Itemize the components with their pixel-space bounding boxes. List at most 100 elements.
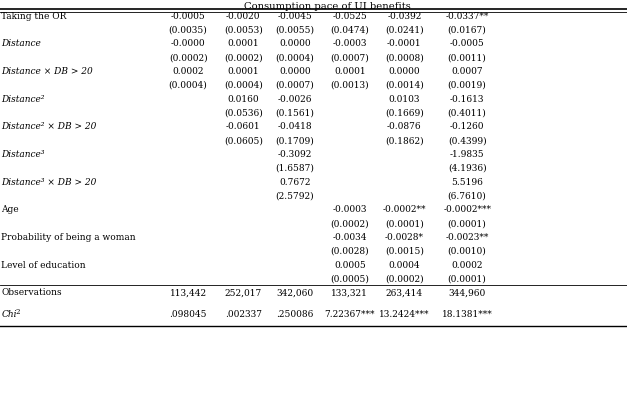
Text: (0.0028): (0.0028): [330, 247, 369, 256]
Text: Distance × DB > 20: Distance × DB > 20: [1, 67, 93, 76]
Text: 0.0005: 0.0005: [334, 261, 366, 270]
Text: -0.0000: -0.0000: [171, 39, 206, 48]
Text: (0.0605): (0.0605): [224, 136, 263, 145]
Text: Probability of being a woman: Probability of being a woman: [1, 233, 136, 242]
Text: (0.0007): (0.0007): [330, 53, 369, 62]
Text: (0.4399): (0.4399): [448, 136, 487, 145]
Text: (0.1669): (0.1669): [385, 109, 424, 118]
Text: Consumption pace of UI benefits: Consumption pace of UI benefits: [245, 2, 411, 11]
Text: -0.1613: -0.1613: [450, 95, 485, 104]
Text: 0.0000: 0.0000: [389, 67, 420, 76]
Text: (0.0002): (0.0002): [169, 53, 208, 62]
Text: (0.0005): (0.0005): [330, 275, 369, 284]
Text: (0.0004): (0.0004): [224, 81, 263, 90]
Text: -0.1260: -0.1260: [450, 122, 485, 131]
Text: (0.1862): (0.1862): [385, 136, 424, 145]
Text: (0.0004): (0.0004): [169, 81, 208, 90]
Text: (0.0015): (0.0015): [385, 247, 424, 256]
Text: Chi: Chi: [1, 310, 17, 319]
Text: 5.5196: 5.5196: [451, 178, 483, 187]
Text: -0.0005: -0.0005: [171, 12, 206, 21]
Text: (0.0014): (0.0014): [385, 81, 424, 90]
Text: 0.7672: 0.7672: [279, 178, 310, 187]
Text: -0.0525: -0.0525: [332, 12, 367, 21]
Text: -0.0045: -0.0045: [277, 12, 312, 21]
Text: 0.0160: 0.0160: [228, 95, 259, 104]
Text: (4.1936): (4.1936): [448, 164, 487, 173]
Text: (0.0007): (0.0007): [275, 81, 314, 90]
Text: -0.0034: -0.0034: [332, 233, 367, 242]
Text: (0.1709): (0.1709): [275, 136, 314, 145]
Text: Level of education: Level of education: [1, 261, 86, 270]
Text: .098045: .098045: [169, 310, 207, 319]
Text: -0.0392: -0.0392: [387, 12, 421, 21]
Text: (0.0053): (0.0053): [224, 26, 263, 35]
Text: (0.0013): (0.0013): [330, 81, 369, 90]
Text: 13.2424***: 13.2424***: [379, 310, 429, 319]
Text: 2: 2: [15, 308, 19, 316]
Text: -0.0876: -0.0876: [387, 122, 422, 131]
Text: 0.0001: 0.0001: [228, 39, 259, 48]
Text: Observations: Observations: [1, 288, 62, 297]
Text: Taking the OR: Taking the OR: [1, 12, 66, 21]
Text: 342,060: 342,060: [276, 288, 314, 297]
Text: 263,414: 263,414: [386, 288, 423, 297]
Text: -0.0337**: -0.0337**: [445, 12, 489, 21]
Text: -0.0005: -0.0005: [450, 39, 485, 48]
Text: (0.0167): (0.0167): [448, 26, 487, 35]
Text: (0.0002): (0.0002): [330, 219, 369, 228]
Text: (0.0001): (0.0001): [448, 219, 487, 228]
Text: 0.0001: 0.0001: [228, 67, 259, 76]
Text: (0.0001): (0.0001): [448, 275, 487, 284]
Text: (0.0011): (0.0011): [448, 53, 487, 62]
Text: 0.0001: 0.0001: [334, 67, 366, 76]
Text: -0.0003: -0.0003: [332, 205, 367, 214]
Text: (0.0002): (0.0002): [224, 53, 263, 62]
Text: Distance: Distance: [1, 39, 41, 48]
Text: 18.1381***: 18.1381***: [442, 310, 492, 319]
Text: -0.0020: -0.0020: [226, 12, 261, 21]
Text: -0.0601: -0.0601: [226, 122, 261, 131]
Text: -0.0026: -0.0026: [277, 95, 312, 104]
Text: (0.0004): (0.0004): [275, 53, 314, 62]
Text: (0.0536): (0.0536): [224, 109, 263, 118]
Text: Distance²: Distance²: [1, 95, 45, 104]
Text: 344,960: 344,960: [448, 288, 486, 297]
Text: (0.1561): (0.1561): [275, 109, 314, 118]
Text: Distance² × DB > 20: Distance² × DB > 20: [1, 122, 97, 131]
Text: (0.0008): (0.0008): [385, 53, 424, 62]
Text: -0.3092: -0.3092: [278, 150, 312, 159]
Text: 0.0002: 0.0002: [451, 261, 483, 270]
Text: (0.0001): (0.0001): [385, 219, 424, 228]
Text: Distance³: Distance³: [1, 150, 45, 159]
Text: 0.0004: 0.0004: [389, 261, 420, 270]
Text: .002337: .002337: [224, 310, 262, 319]
Text: (0.4011): (0.4011): [448, 109, 487, 118]
Text: (1.6587): (1.6587): [275, 164, 314, 173]
Text: (0.0035): (0.0035): [169, 26, 208, 35]
Text: .250086: .250086: [276, 310, 314, 319]
Text: -1.9835: -1.9835: [450, 150, 485, 159]
Text: -0.0002***: -0.0002***: [443, 205, 491, 214]
Text: 113,442: 113,442: [169, 288, 207, 297]
Text: 133,321: 133,321: [332, 288, 368, 297]
Text: -0.0418: -0.0418: [277, 122, 312, 131]
Text: 252,017: 252,017: [224, 288, 262, 297]
Text: (0.0241): (0.0241): [385, 26, 424, 35]
Text: 0.0000: 0.0000: [279, 67, 310, 76]
Text: (0.0055): (0.0055): [275, 26, 314, 35]
Text: 0.0002: 0.0002: [172, 67, 204, 76]
Text: Distance³ × DB > 20: Distance³ × DB > 20: [1, 178, 97, 187]
Text: 0.0007: 0.0007: [451, 67, 483, 76]
Text: 0.0000: 0.0000: [279, 39, 310, 48]
Text: 0.0103: 0.0103: [389, 95, 420, 104]
Text: Age: Age: [1, 205, 19, 214]
Text: (0.0010): (0.0010): [448, 247, 487, 256]
Text: 7.22367***: 7.22367***: [325, 310, 375, 319]
Text: (6.7610): (6.7610): [448, 192, 487, 201]
Text: (0.0019): (0.0019): [448, 81, 487, 90]
Text: (2.5792): (2.5792): [275, 192, 314, 201]
Text: -0.0001: -0.0001: [387, 39, 422, 48]
Text: (0.0002): (0.0002): [385, 275, 424, 284]
Text: (0.0474): (0.0474): [330, 26, 369, 35]
